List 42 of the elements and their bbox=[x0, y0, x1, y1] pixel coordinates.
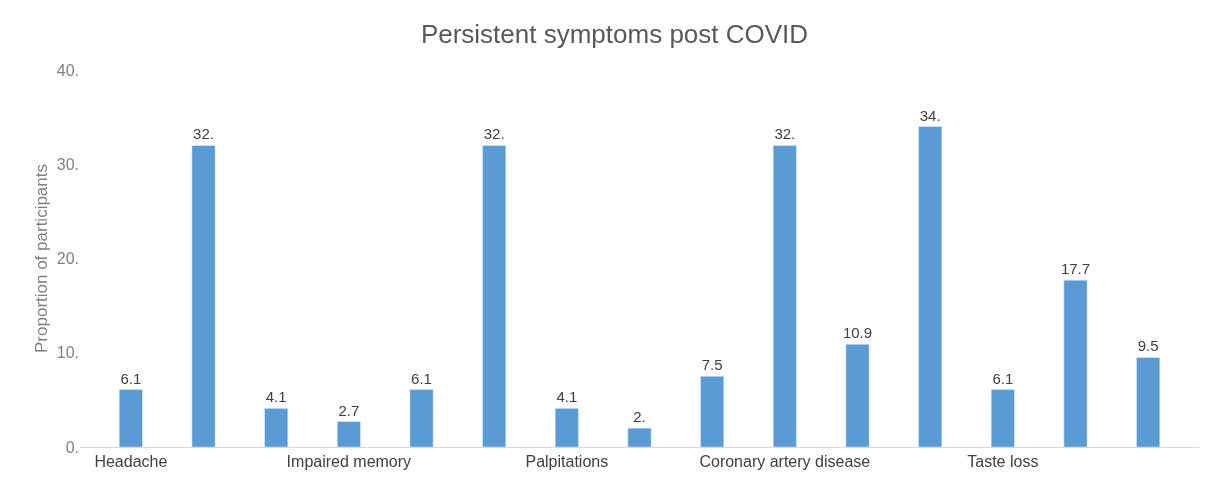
data-label: 7.5 bbox=[701, 356, 723, 374]
bar bbox=[191, 145, 216, 447]
data-label: 32. bbox=[774, 125, 796, 143]
y-tick-label: 30. bbox=[56, 155, 79, 173]
y-tick-label: 20. bbox=[56, 250, 79, 268]
bar bbox=[482, 145, 507, 447]
x-tick-label: Impaired memory bbox=[286, 453, 412, 471]
y-tick-label: 10. bbox=[56, 344, 79, 362]
data-label: 4.1 bbox=[265, 388, 287, 406]
y-tick-label: 0. bbox=[65, 438, 79, 456]
data-label: 10.9 bbox=[842, 324, 873, 342]
x-tick-label: Palpitations bbox=[525, 453, 609, 471]
bar bbox=[264, 408, 289, 447]
data-label: 6.1 bbox=[120, 369, 142, 387]
chart-title: Persistent symptoms post COVID bbox=[420, 18, 809, 49]
x-tick-label: Headache bbox=[94, 453, 168, 471]
data-label: 6.1 bbox=[411, 369, 432, 387]
bar bbox=[1063, 279, 1088, 447]
data-label: 2.7 bbox=[338, 401, 360, 419]
x-tick-label: Taste loss bbox=[967, 453, 1039, 471]
y-tick-label: 40. bbox=[56, 61, 79, 79]
bar bbox=[627, 427, 652, 447]
bar bbox=[700, 376, 725, 447]
bar bbox=[336, 421, 361, 447]
data-label: 32. bbox=[483, 125, 505, 143]
bar bbox=[990, 389, 1015, 447]
y-axis-title: Proportion of participants bbox=[32, 164, 52, 353]
bar bbox=[409, 389, 434, 447]
x-tick-label: Coronary artery disease bbox=[699, 453, 871, 471]
data-label: 9.5 bbox=[1137, 337, 1159, 355]
data-label: 4.1 bbox=[556, 388, 578, 406]
data-label: 6.1 bbox=[992, 369, 1014, 387]
bar bbox=[845, 344, 870, 447]
bar bbox=[554, 408, 579, 447]
bar bbox=[1136, 357, 1161, 447]
data-label: 17.7 bbox=[1060, 260, 1091, 278]
bar bbox=[772, 145, 797, 447]
bar bbox=[918, 126, 943, 447]
bar bbox=[118, 389, 143, 447]
data-label: 32. bbox=[193, 125, 214, 143]
data-label: 34. bbox=[919, 106, 941, 124]
data-label: 2. bbox=[633, 408, 646, 426]
